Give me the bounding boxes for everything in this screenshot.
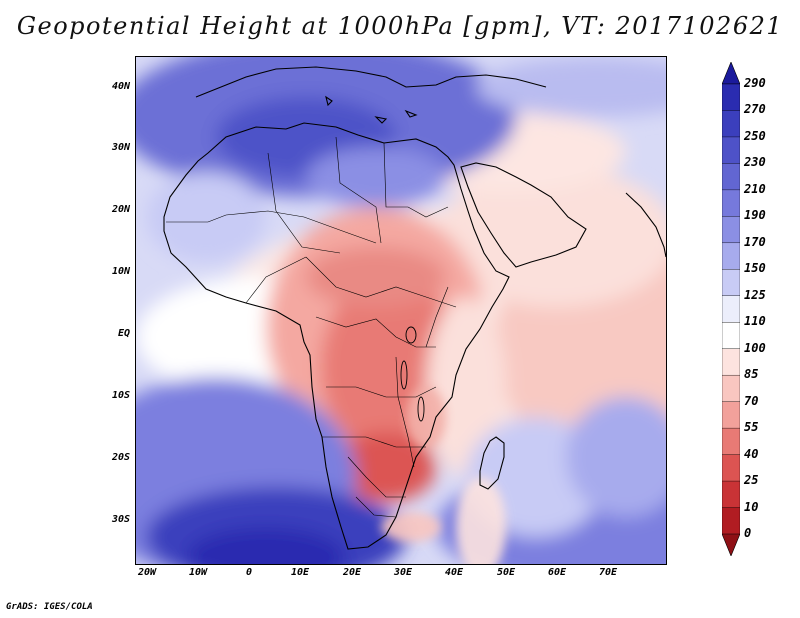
africa-coastline	[163, 122, 510, 550]
colorbar-bin	[722, 216, 740, 244]
colorbar-tick-label: 210	[744, 181, 766, 196]
colorbar-bin	[722, 83, 740, 112]
colorbar-bin	[722, 110, 740, 138]
colorbar-bin	[722, 136, 740, 165]
colorbar-bin	[722, 427, 740, 456]
coastlines	[163, 66, 666, 550]
colorbar-bin	[722, 507, 740, 535]
colorbar-tick-label: 230	[744, 155, 766, 170]
colorbar-tick-label: 100	[744, 340, 766, 355]
colorbar-bin	[722, 295, 740, 323]
india-coastline	[625, 192, 666, 258]
lat-label: 20S	[111, 452, 130, 463]
colorbar-tick-label: 40	[744, 446, 759, 461]
colorbar-bin	[722, 374, 740, 403]
colorbar-tick-label: 270	[744, 102, 766, 117]
lon-label: 20E	[342, 567, 362, 578]
colorbar	[722, 62, 740, 556]
colorbar-bin	[722, 322, 740, 350]
lon-label: 0	[245, 567, 253, 578]
lat-label: 30N	[111, 142, 130, 153]
colorbar-bin	[722, 454, 740, 482]
colorbar-tick-label: 190	[744, 208, 766, 223]
lat-label: 10N	[111, 266, 130, 277]
colorbar-bin	[722, 401, 740, 429]
europe-coastline	[195, 66, 547, 98]
colorbar-tick-label: 170	[744, 234, 766, 249]
lon-label: 10W	[188, 567, 208, 578]
lon-label: 70E	[598, 567, 618, 578]
credit-text: GrADS: IGES/COLA	[6, 602, 93, 612]
colorbar-tick-label: 25	[744, 473, 759, 488]
colorbar-tick-label: 290	[744, 76, 766, 90]
lon-label: 60E	[547, 567, 567, 578]
madagascar-coastline	[479, 436, 505, 490]
colorbar-tick-label: 70	[744, 393, 759, 408]
mediterranean-islands	[325, 95, 418, 124]
colorbar-bin	[722, 163, 740, 191]
colorbar-tick-label: 110	[744, 314, 766, 329]
lat-label: EQ	[117, 328, 130, 339]
lat-label: 30S	[111, 514, 130, 525]
country-borders	[166, 136, 457, 518]
colorbar-bin	[722, 269, 740, 297]
arabia-coastline	[460, 162, 587, 268]
colorbar-tick-label: 0	[744, 526, 752, 540]
lakes	[400, 326, 425, 422]
height-field	[136, 57, 666, 564]
lon-label: 20W	[137, 567, 157, 578]
lon-label: 40E	[444, 567, 464, 578]
colorbar-bin	[722, 242, 740, 270]
colorbar-bin	[722, 480, 740, 509]
colorbar-bin	[722, 189, 740, 218]
map-panel	[135, 56, 667, 565]
lat-label: 20N	[111, 204, 130, 215]
lon-label: 10E	[290, 567, 310, 578]
colorbar-tick-label: 85	[744, 367, 759, 382]
map-canvas	[136, 57, 666, 564]
lon-label: 30E	[393, 567, 413, 578]
colorbar-tick-label: 10	[744, 499, 759, 514]
colorbar-tick-label: 125	[744, 287, 766, 302]
colorbar-tick-label: 55	[744, 420, 759, 435]
colorbar-tick-label: 150	[744, 261, 766, 276]
colorbar-bin	[722, 348, 740, 376]
lat-label: 40N	[111, 81, 130, 92]
colorbar-tick-label: 250	[744, 128, 766, 143]
lon-label: 50E	[496, 567, 516, 578]
colorbar-bottom-triangle	[722, 533, 740, 556]
colorbar-top-triangle	[722, 62, 740, 85]
chart-title: Geopotential Height at 1000hPa [gpm], VT…	[16, 12, 784, 40]
lat-label: 10S	[111, 390, 130, 401]
